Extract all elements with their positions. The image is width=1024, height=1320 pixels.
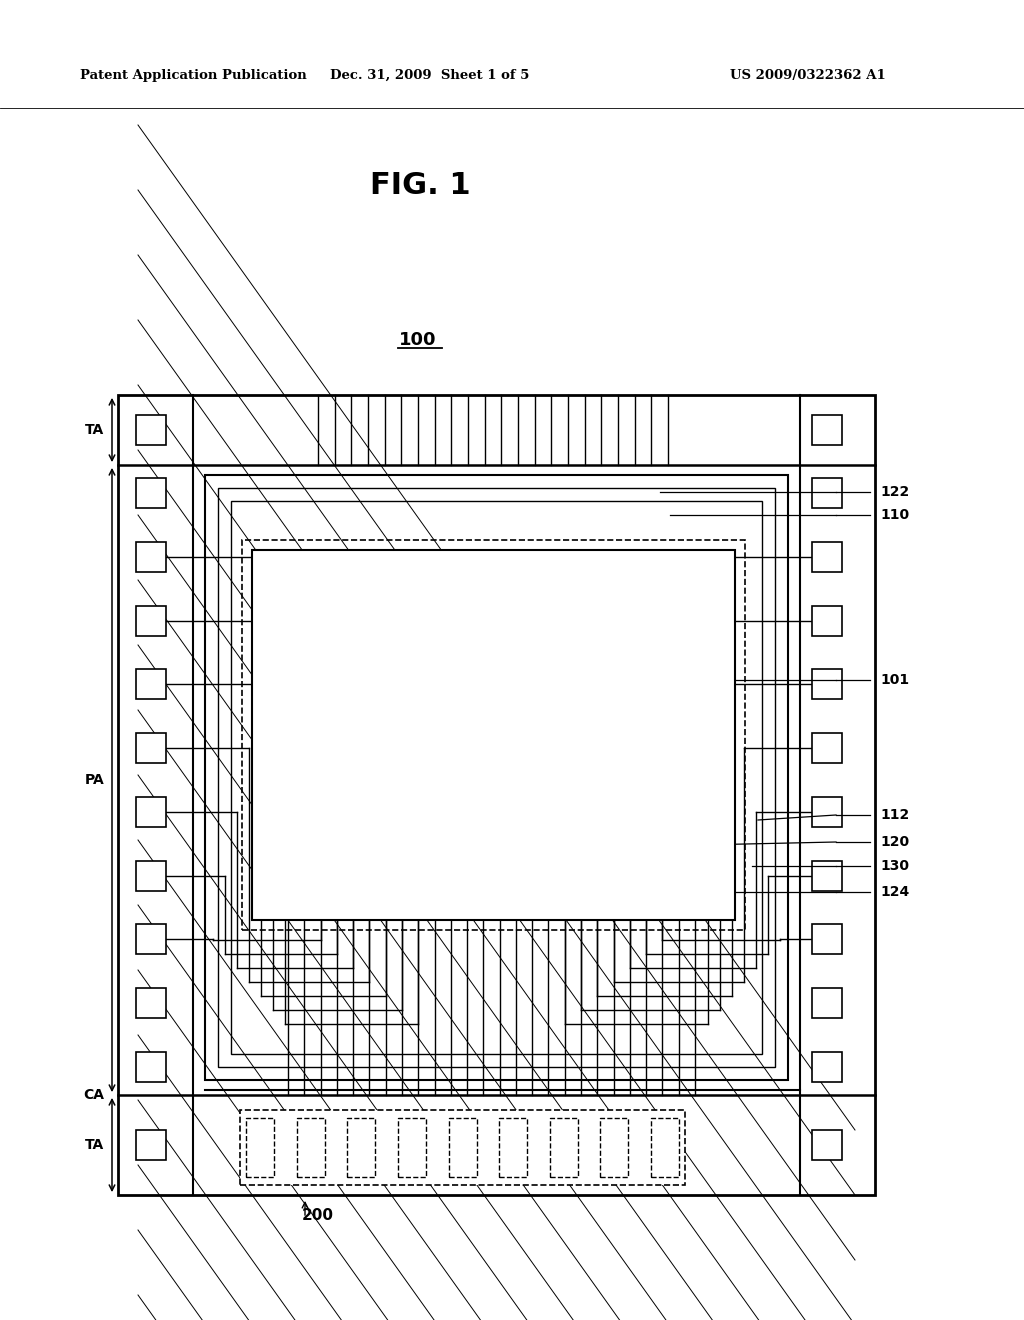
Bar: [499, 1118, 527, 1177]
Bar: [136, 1052, 166, 1082]
Bar: [136, 669, 166, 700]
Text: TA: TA: [85, 1138, 104, 1152]
Bar: [136, 541, 166, 572]
Bar: [812, 861, 842, 891]
Text: US 2009/0322362 A1: US 2009/0322362 A1: [730, 69, 886, 82]
Bar: [136, 414, 166, 445]
Text: Dec. 31, 2009  Sheet 1 of 5: Dec. 31, 2009 Sheet 1 of 5: [331, 69, 529, 82]
Bar: [812, 989, 842, 1018]
Bar: [812, 478, 842, 508]
Text: 120: 120: [880, 836, 909, 849]
Text: FIG. 1: FIG. 1: [370, 170, 470, 199]
Text: Patent Application Publication: Patent Application Publication: [80, 69, 307, 82]
Text: 112: 112: [880, 808, 909, 822]
Bar: [231, 502, 762, 1053]
Bar: [812, 733, 842, 763]
Bar: [246, 1118, 274, 1177]
Bar: [252, 550, 735, 920]
Bar: [449, 1118, 476, 1177]
Bar: [136, 606, 166, 635]
Bar: [812, 797, 842, 826]
Bar: [550, 1118, 578, 1177]
Bar: [347, 1118, 375, 1177]
Text: 130: 130: [880, 859, 909, 873]
Bar: [136, 478, 166, 508]
Text: 110: 110: [880, 508, 909, 521]
Text: PA: PA: [84, 774, 104, 787]
Text: TA: TA: [85, 422, 104, 437]
Bar: [136, 861, 166, 891]
Bar: [136, 924, 166, 954]
Bar: [398, 1118, 426, 1177]
Text: 100: 100: [399, 331, 437, 348]
Bar: [136, 1130, 166, 1160]
Bar: [297, 1118, 325, 1177]
Text: 200: 200: [302, 1208, 334, 1222]
Text: 124: 124: [880, 884, 909, 899]
Bar: [812, 669, 842, 700]
Bar: [812, 606, 842, 635]
Bar: [118, 395, 874, 1195]
Bar: [136, 733, 166, 763]
Text: CA: CA: [83, 1088, 104, 1102]
Text: 101: 101: [880, 673, 909, 686]
Bar: [240, 1110, 685, 1185]
Text: 122: 122: [880, 484, 909, 499]
Bar: [600, 1118, 629, 1177]
Bar: [812, 414, 842, 445]
Bar: [205, 475, 788, 1080]
Bar: [651, 1118, 679, 1177]
Bar: [136, 989, 166, 1018]
Bar: [242, 540, 745, 931]
Bar: [812, 924, 842, 954]
Bar: [812, 541, 842, 572]
Bar: [812, 1052, 842, 1082]
Bar: [812, 1130, 842, 1160]
Bar: [136, 797, 166, 826]
Bar: [218, 488, 775, 1067]
